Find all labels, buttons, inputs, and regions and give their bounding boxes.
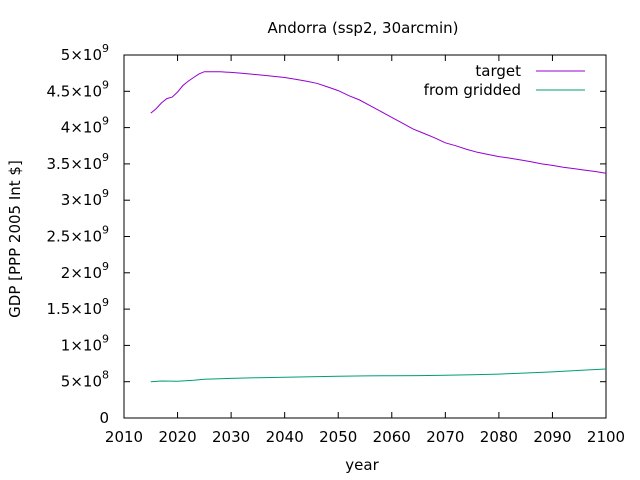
y-tick-label: 4.5×109 [46, 78, 109, 100]
x-tick-label: 2080 [480, 428, 518, 446]
y-tick-mantissa: 5×10 [61, 46, 102, 64]
x-tick-label: 2010 [105, 428, 143, 446]
series-lines [150, 71, 607, 383]
y-tick-mantissa: 1.5×10 [46, 300, 102, 318]
y-tick-exponent: 9 [102, 78, 109, 91]
y-tick-label: 5×109 [61, 42, 109, 64]
y-axis-label: GDP [PPP 2005 Int $] [6, 160, 24, 318]
y-tick-label: 4×109 [61, 115, 109, 137]
chart-title: Andorra (ssp2, 30arcmin) [267, 19, 458, 37]
y-tick-label: 2×109 [61, 260, 109, 282]
x-tick-label: 2030 [212, 428, 250, 446]
x-axis-label: year [345, 456, 379, 474]
x-tick-label: 2060 [373, 428, 411, 446]
plot-frame [123, 54, 607, 419]
y-tick-mantissa: 5×10 [61, 373, 102, 391]
legend-label-0: target [475, 62, 521, 80]
y-tick-mantissa: 1×10 [61, 336, 102, 354]
y-tick-exponent: 9 [102, 332, 109, 345]
plot-frame-border [123, 54, 607, 419]
y-tick-mantissa: 4.5×10 [46, 82, 102, 100]
y-tick-exponent: 8 [102, 369, 109, 382]
y-tick-exponent: 9 [102, 115, 109, 128]
x-tick-label: 2040 [266, 428, 304, 446]
y-tick-label: 0 [99, 409, 109, 427]
x-tick-label: 2100 [587, 428, 625, 446]
y-tick-exponent: 9 [102, 42, 109, 55]
x-tick-label: 2050 [319, 428, 357, 446]
x-axis: 2010 2020 2030 2040 2050 2060 2070 2080 2090 2100 [105, 55, 625, 446]
y-tick-exponent: 9 [102, 151, 109, 164]
y-tick-mantissa: 0 [99, 409, 109, 427]
y-tick-mantissa: 3×10 [61, 191, 102, 209]
y-tick-exponent: 9 [102, 296, 109, 309]
series-line-1 [150, 368, 607, 383]
y-tick-label: 1×109 [61, 332, 109, 354]
y-tick-mantissa: 4×10 [61, 119, 102, 137]
y-tick-label: 2.5×109 [46, 224, 109, 246]
x-tick-label: 2070 [426, 428, 464, 446]
y-tick-mantissa: 2×10 [61, 264, 102, 282]
y-axis: 05×1081×1091.5×1092×1092.5×1093×1093.5×1… [46, 42, 606, 427]
y-tick-label: 3.5×109 [46, 151, 109, 173]
y-tick-mantissa: 3.5×10 [46, 155, 102, 173]
x-tick-label: 2020 [158, 428, 196, 446]
y-tick-mantissa: 2.5×10 [46, 228, 102, 246]
y-tick-label: 5×108 [61, 369, 109, 391]
x-tick-label: 2090 [533, 428, 571, 446]
y-tick-exponent: 9 [102, 224, 109, 237]
legend-label-1: from gridded [424, 81, 521, 99]
series-line-0 [150, 71, 607, 174]
y-tick-label: 1.5×109 [46, 296, 109, 318]
y-tick-exponent: 9 [102, 260, 109, 273]
y-tick-exponent: 9 [102, 187, 109, 200]
y-tick-label: 3×109 [61, 187, 109, 209]
